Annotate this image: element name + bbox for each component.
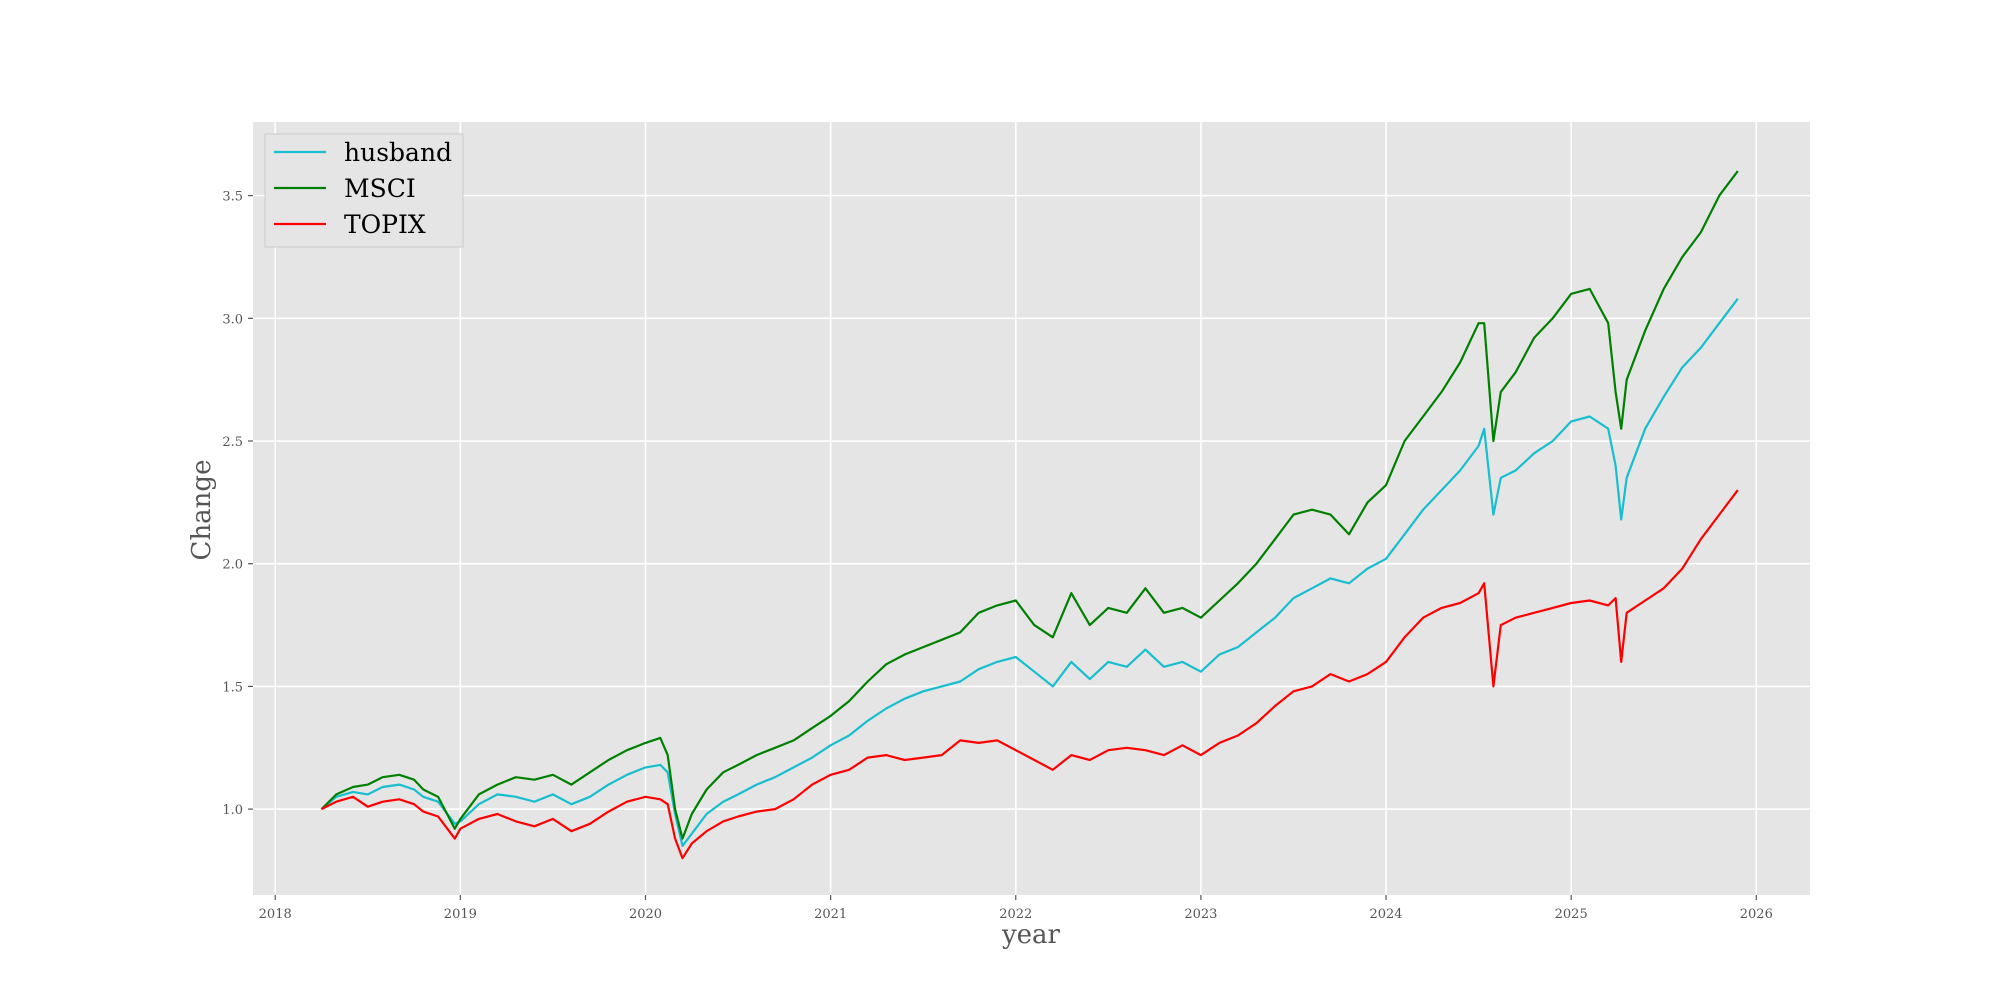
y-tick-label: 2.5 <box>222 435 243 450</box>
x-tick-label: 2025 <box>1555 907 1588 922</box>
legend-label-msci: MSCI <box>344 174 416 203</box>
legend-label-husband: husband <box>344 138 452 167</box>
y-tick-label: 3.0 <box>222 312 243 327</box>
axis-ticks: 2018 2019 2020 2021 2022 2023 2024 2025 2026 1.0 1… <box>222 190 1773 922</box>
x-tick-label: 2023 <box>1184 907 1217 922</box>
legend: husband MSCI TOPIX <box>264 133 464 248</box>
y-tick-label: 1.0 <box>222 803 243 818</box>
legend-label-topix: TOPIX <box>344 210 426 239</box>
x-tick-label: 2020 <box>629 907 662 922</box>
series-line-topix <box>321 489 1739 860</box>
plot-area <box>253 122 1810 895</box>
y-tick-label: 3.5 <box>222 190 243 205</box>
y-axis-label: Change <box>187 460 217 561</box>
series-layer <box>320 170 1739 860</box>
gridlines <box>253 122 1810 895</box>
y-tick-label: 1.5 <box>222 680 243 695</box>
x-axis-label: year <box>1001 920 1061 950</box>
series-line-msci <box>320 170 1739 840</box>
series-line-husband <box>320 298 1739 848</box>
y-tick-label: 2.0 <box>222 558 243 573</box>
x-tick-label: 2019 <box>444 907 477 922</box>
x-tick-label: 2026 <box>1740 907 1773 922</box>
x-tick-label: 2021 <box>814 907 847 922</box>
x-tick-label: 2022 <box>999 907 1032 922</box>
x-tick-label: 2018 <box>259 907 292 922</box>
x-tick-label: 2024 <box>1369 907 1402 922</box>
